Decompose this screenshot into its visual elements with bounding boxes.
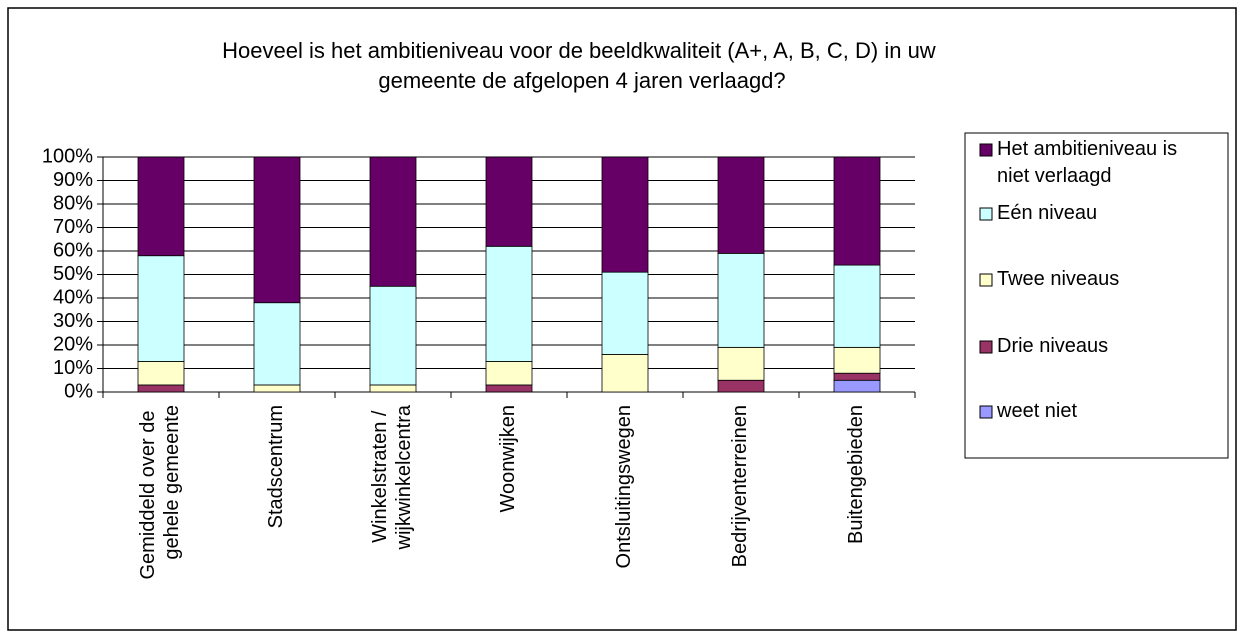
bar-segment: [833, 346, 881, 374]
legend-label: weet niet: [996, 400, 1077, 422]
legend-swatch: [979, 207, 993, 221]
y-tick-label: 80%: [53, 192, 93, 214]
bar-segment: [717, 346, 765, 381]
x-tick-label: Gemiddeld over de gehele gemeente: [137, 405, 183, 580]
y-tick-label: 70%: [53, 216, 93, 238]
bar-segment: [253, 384, 301, 393]
bar-segment: [485, 361, 533, 386]
bar-segment: [369, 156, 417, 287]
bar-segment: [601, 271, 649, 355]
bar-segment: [369, 384, 417, 393]
chart-title: Hoeveel is het ambitieniveau voor de bee…: [222, 38, 942, 93]
bar-segment: [601, 353, 649, 393]
y-tick-label: 10%: [53, 357, 93, 379]
legend-swatch: [979, 340, 993, 354]
legend-swatch: [979, 405, 993, 419]
bar-segment: [137, 384, 185, 393]
y-tick-label: 100%: [42, 145, 93, 167]
x-tick-label: Ontsluitingswegen: [613, 405, 635, 568]
bar-segment: [833, 264, 881, 348]
bar-segment: [485, 384, 533, 393]
bar-segment: [485, 245, 533, 362]
y-tick-label: 90%: [53, 169, 93, 191]
y-tick-label: 60%: [53, 239, 93, 261]
bar-segment: [137, 255, 185, 362]
bar-segment: [833, 372, 881, 381]
legend-box: [964, 132, 1229, 459]
bar-segment: [253, 156, 301, 304]
bar-segment: [717, 156, 765, 254]
x-tick-label: Bedrijventerreinen: [729, 405, 751, 567]
legend-label: Het ambitieniveau is niet verlaagd: [997, 138, 1183, 187]
bar-segment: [137, 156, 185, 257]
x-tick-label: Buitengebieden: [845, 405, 867, 544]
bar-segment: [833, 379, 881, 393]
bar-segment: [717, 379, 765, 393]
bar-segment: [601, 156, 649, 273]
x-tick-label: Stadscentrum: [265, 405, 287, 528]
y-tick-label: 40%: [53, 286, 93, 308]
y-tick-label: 30%: [53, 310, 93, 332]
legend-label: Drie niveaus: [997, 335, 1108, 357]
bar-segment: [369, 285, 417, 386]
bar-segment: [485, 156, 533, 247]
bar-segment: [137, 361, 185, 386]
y-tick-label: 0%: [64, 380, 93, 402]
bar-segment: [717, 252, 765, 348]
legend-swatch: [979, 143, 993, 157]
y-tick-label: 20%: [53, 333, 93, 355]
legend-swatch: [979, 273, 993, 287]
legend-label: Twee niveaus: [997, 268, 1119, 290]
x-tick-label: Winkelstraten / wijkwinkelcentra: [369, 404, 415, 550]
bar-segment: [253, 302, 301, 386]
x-tick-label: Woonwijken: [497, 405, 519, 512]
bar-segment: [833, 156, 881, 266]
y-tick-label: 50%: [53, 263, 93, 285]
legend-label: Eén niveau: [997, 202, 1097, 224]
